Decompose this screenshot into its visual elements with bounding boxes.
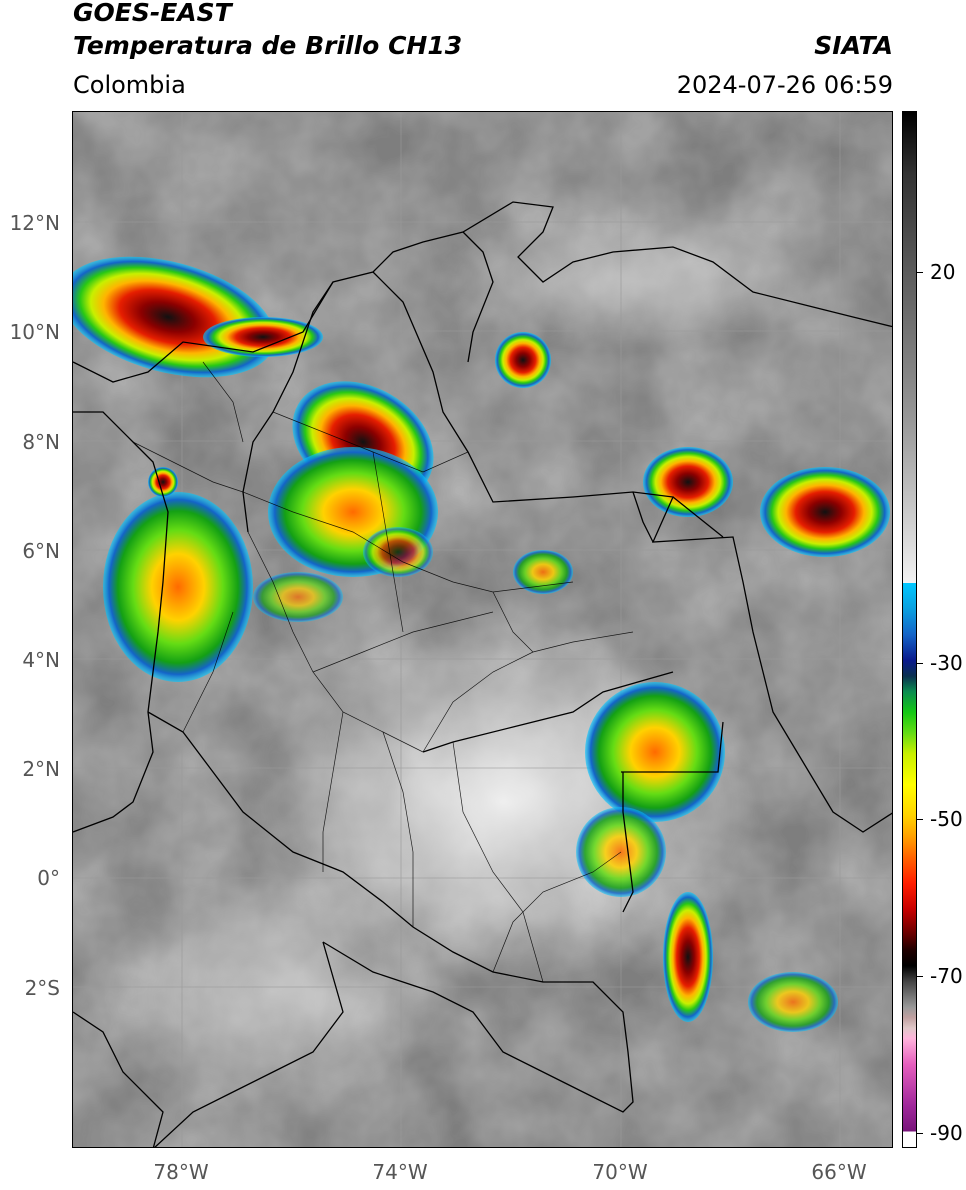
department-borders [132,361,634,983]
colorbar-tick [917,663,923,664]
bright-cloud-region [103,872,443,1112]
colorbar-tick [917,976,923,977]
satellite-map[interactable] [72,111,893,1148]
lon-label: 74°W [372,1160,428,1184]
colorbar-tick [917,1133,923,1134]
lat-label: 4°N [22,648,60,672]
colorbar-tick [917,272,923,273]
lat-label: 10°N [9,320,60,344]
colorbar-label: -70 [930,964,963,988]
colorbar [902,111,917,1148]
datetime-label: 2024-07-26 06:59 [676,71,893,99]
region-label: Colombia [73,71,186,99]
lon-label: 70°W [592,1160,648,1184]
colorbar-label: 20 [930,260,956,284]
institution-label: SIATA [814,31,893,60]
bright-cloud-region [433,212,833,352]
colorbar-label: -90 [930,1121,963,1145]
colorbar-tick [917,819,923,820]
colorbar-label: -50 [930,807,963,831]
lat-label: 12°N [9,211,60,235]
product-title: Temperatura de Brillo CH13 [73,31,463,60]
lat-label: 2°N [22,757,60,781]
lat-label: 2°S [24,976,60,1000]
lat-label: 6°N [22,539,60,563]
lat-label: 0° [37,866,60,890]
colorbar-label: -30 [930,651,963,675]
lon-label: 66°W [811,1160,867,1184]
map-canvas [73,112,892,1147]
lon-label: 78°W [153,1160,209,1184]
borders [73,201,892,1147]
lat-label: 8°N [22,430,60,454]
satellite-title: GOES-EAST [73,0,232,27]
